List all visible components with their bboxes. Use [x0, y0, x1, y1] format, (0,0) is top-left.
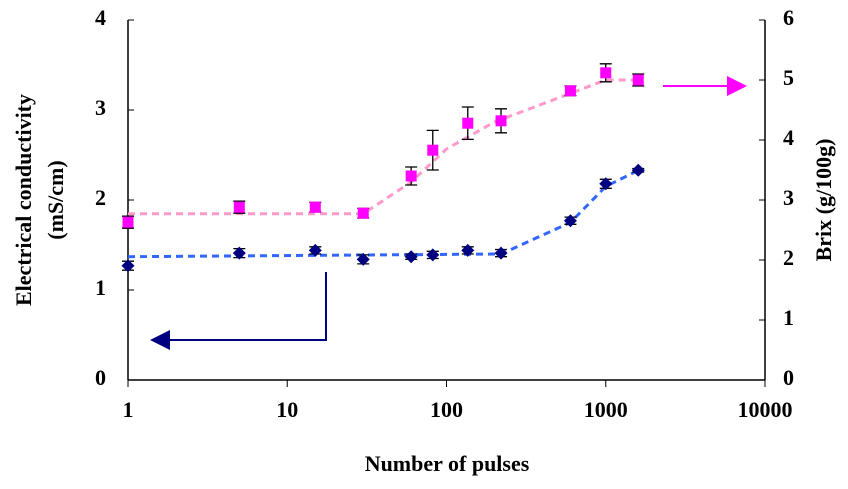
x-tick-label: 100	[430, 397, 463, 422]
y2-tick-label: 6	[783, 5, 794, 30]
y-tick-label: 0	[95, 365, 106, 390]
x-tick-label: 1	[123, 397, 134, 422]
y2-tick-label: 1	[783, 305, 794, 330]
x-tick-label: 10	[276, 397, 298, 422]
y2-tick-label: 2	[783, 245, 794, 270]
y2-tick-label: 5	[783, 65, 794, 90]
data-point	[232, 246, 246, 260]
data-point	[122, 216, 134, 228]
data-point	[462, 117, 474, 129]
data-point	[405, 170, 417, 182]
data-point	[495, 115, 507, 127]
data-point	[461, 243, 475, 257]
data-point	[357, 207, 369, 219]
y-tick-label: 1	[95, 275, 106, 300]
data-point	[233, 201, 245, 213]
data-point	[599, 177, 613, 191]
data-point	[494, 246, 508, 260]
data-point	[121, 259, 135, 273]
data-point	[631, 163, 645, 177]
y2-axis-title: Brix (g/100g)	[811, 139, 836, 262]
x-tick-label: 1000	[584, 397, 628, 422]
data-point	[426, 248, 440, 262]
y2-tick-label: 0	[783, 365, 794, 390]
data-point	[404, 250, 418, 264]
data-point	[308, 243, 322, 257]
data-point	[600, 67, 612, 79]
y-axis-title: Electrical conductivity	[11, 94, 36, 306]
x-axis-title: Number of pulses	[365, 451, 530, 476]
data-point	[309, 201, 321, 213]
data-point	[356, 252, 370, 266]
arrow-left-axis	[150, 272, 327, 350]
y-tick-label: 2	[95, 185, 106, 210]
data-point	[427, 144, 439, 156]
y2-tick-label: 3	[783, 185, 794, 210]
y-axis-title: (mS/cm)	[43, 160, 68, 239]
y-tick-label: 4	[95, 5, 106, 30]
trend-line	[128, 78, 639, 216]
data-point	[563, 214, 577, 228]
y-tick-label: 3	[95, 95, 106, 120]
data-point	[632, 74, 644, 86]
x-tick-label: 10000	[738, 397, 793, 422]
y2-tick-label: 4	[783, 125, 794, 150]
data-point	[564, 85, 576, 97]
